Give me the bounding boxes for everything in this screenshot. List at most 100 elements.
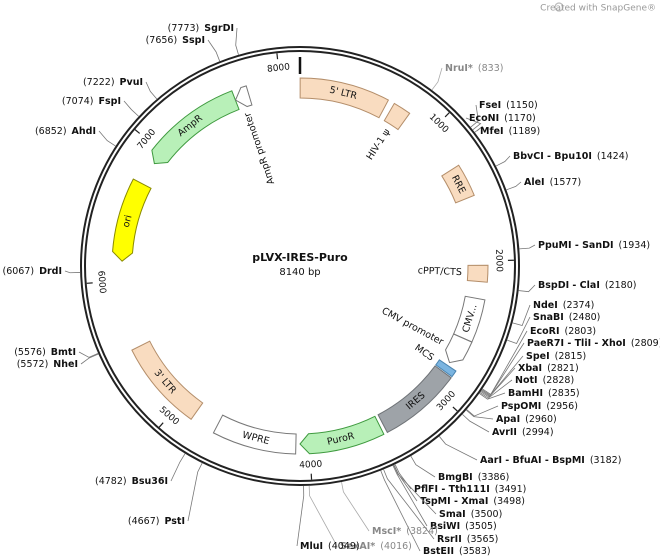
site-name: PaeR7I - TliI - XhoI	[527, 338, 626, 349]
site-name: NdeI	[533, 300, 558, 311]
site-name: AleI	[524, 177, 545, 188]
site-connector	[308, 485, 338, 547]
site-label: EcoNI (1170)	[469, 113, 536, 124]
site-connector	[431, 67, 443, 91]
site-name: SmaI	[439, 509, 466, 520]
site-label: ApaI (2960)	[496, 414, 557, 425]
site-name: MscI*	[372, 526, 401, 537]
site-connector	[438, 436, 478, 461]
site-position: (3583)	[459, 546, 491, 557]
site-connector	[465, 117, 482, 131]
feature-label: ori	[121, 214, 135, 229]
site-label: SnaBI (2480)	[533, 312, 600, 323]
site-connector	[145, 81, 158, 100]
site-connector	[296, 485, 305, 547]
feature-label: HIV-1 ψ	[365, 127, 393, 162]
site-position: (3386)	[478, 472, 510, 483]
site-name: EcoNI	[469, 113, 499, 124]
plasmid-size: 8140 bp	[279, 267, 320, 278]
site-position: (3505)	[465, 521, 497, 532]
site-label: NruI* (833)	[445, 63, 503, 74]
feature	[445, 333, 473, 364]
site-connector	[123, 100, 139, 117]
feature	[299, 77, 390, 119]
site-connector	[479, 392, 506, 400]
site-name: XbaI	[518, 363, 542, 374]
site-position: (3491)	[495, 484, 527, 495]
site-connector	[235, 27, 239, 55]
site-position: (2835)	[548, 388, 580, 399]
site-label: (7656) SspI	[146, 35, 205, 46]
site-connector	[466, 409, 494, 420]
site-position: (5576)	[14, 347, 46, 358]
site-connector	[393, 464, 437, 515]
site-name: BsiWI	[430, 521, 460, 532]
site-connector	[383, 469, 435, 540]
site-connector	[518, 284, 536, 293]
backbone-inner	[84, 50, 516, 482]
site-name: NruI*	[445, 63, 473, 74]
site-name: AvrII	[492, 427, 517, 438]
site-position: (5572)	[17, 359, 49, 370]
site-position: (2809)	[631, 338, 660, 349]
site-label: PpuMI - SanDI (1934)	[538, 240, 650, 251]
site-connector	[380, 470, 421, 552]
site-label: BstEII (3583)	[423, 546, 491, 557]
site-position: (1189)	[509, 126, 541, 137]
tick-mark	[158, 422, 164, 428]
site-label: SpeI (2815)	[526, 351, 586, 362]
site-position: (1934)	[619, 240, 651, 251]
site-label: XbaI (2821)	[518, 363, 579, 374]
site-connector	[512, 304, 531, 326]
site-label: (6067) DrdI	[3, 266, 63, 277]
site-name: BmtI	[51, 347, 76, 358]
site-position: (2828)	[543, 375, 575, 386]
site-name: TspMI - XmaI	[420, 496, 488, 507]
site-position: (7773)	[168, 23, 200, 34]
site-position: (3498)	[493, 496, 525, 507]
site-name: AarI - BfuAI - BspMI	[480, 455, 585, 466]
site-name: NotI	[515, 375, 538, 386]
site-position: (4782)	[95, 476, 127, 487]
site-name: SpeI	[526, 351, 550, 362]
site-position: (2821)	[547, 363, 579, 374]
site-label: (7773) SgrDI	[168, 23, 234, 34]
site-name: ApaI	[496, 414, 520, 425]
site-connector	[462, 414, 490, 433]
site-position: (2480)	[569, 312, 601, 323]
site-label: NotI (2828)	[515, 375, 574, 386]
site-name: SgrDI	[204, 23, 234, 34]
site-label: (7074) FspI	[62, 96, 121, 107]
site-label: BspDI - ClaI (2180)	[538, 280, 636, 291]
site-label: PaeR7I - TliI - XhoI (2809)	[527, 338, 660, 349]
site-label: BsiWI (3505)	[430, 521, 497, 532]
site-label: (5572) NheI	[17, 359, 78, 370]
feature	[234, 85, 253, 108]
site-connector	[506, 181, 522, 191]
site-position: (7222)	[83, 77, 115, 88]
site-connector	[98, 130, 116, 147]
feature	[112, 178, 152, 262]
site-label: (6852) AhdI	[35, 126, 96, 137]
site-label: SmaI (3500)	[439, 509, 502, 520]
credit: Created with SnapGene®	[540, 4, 656, 14]
site-name: BamHI	[508, 388, 543, 399]
site-name: FspI	[99, 96, 121, 107]
site-connector	[207, 39, 221, 62]
site-position: (1577)	[550, 177, 582, 188]
tick-label: 4000	[299, 460, 323, 471]
site-position: (1170)	[504, 113, 536, 124]
site-name: SexAI*	[340, 541, 375, 552]
site-label: (5576) BmtI	[14, 347, 76, 358]
site-name: PspOMI	[501, 401, 541, 412]
site-name: PpuMI - SanDI	[538, 240, 614, 251]
site-position: (2803)	[565, 326, 597, 337]
site-position: (2956)	[546, 401, 578, 412]
site-label: MscI* (3824)	[372, 526, 438, 537]
site-name: MluI	[300, 541, 323, 552]
site-name: RsrII	[437, 534, 462, 545]
site-label: RsrII (3565)	[437, 534, 498, 545]
site-name: PvuI	[120, 77, 143, 88]
site-connector	[64, 270, 81, 274]
site-name: BstEII	[423, 546, 454, 557]
